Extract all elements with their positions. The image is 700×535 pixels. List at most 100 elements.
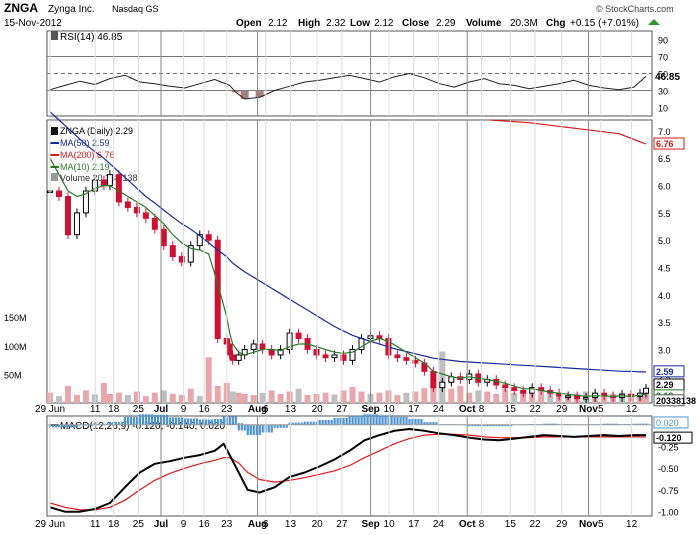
volume-bar [412,391,419,403]
macd-histogram-bar [390,415,393,425]
macd-histogram-bar [336,417,339,425]
price-value-label: 6.76 [656,139,674,149]
macd-histogram-bar [150,414,154,425]
macd-histogram-bar [120,422,124,425]
rsi-tick-label: 10 [658,104,668,114]
macd-histogram-bar [432,422,435,425]
x-axis-label: 17 [408,404,420,415]
macd-histogram-bar [543,423,546,425]
macd-histogram-bar [84,424,88,426]
candle-body [226,343,233,356]
macd-histogram-bar [429,422,432,425]
macd-histogram-bar [216,418,219,425]
candle-body [73,212,80,236]
macd-histogram-bar [483,424,486,427]
x-axis-label: 16 [199,404,211,415]
macd-histogram-bar [384,415,387,425]
rsi-legend-swatch [51,31,58,40]
x-axis-label: 29 [556,404,568,415]
x-axis-label: 9 [181,404,187,415]
macd-histogram-bar [240,424,243,431]
volume-bar [322,392,329,403]
volume-label: Volume [466,18,502,29]
macd-histogram-bar [75,424,79,428]
macd-histogram-bar [237,424,240,431]
volume-bar [82,390,89,403]
x-axis-label: Sep [361,519,379,530]
candle-body [643,387,650,394]
volume-bar [394,394,401,403]
macd-histogram-bar [111,422,115,425]
macd-histogram-bar [141,414,145,425]
price-tick-label: 4.0 [658,291,671,301]
volume-bar [529,393,536,403]
x-axis-label: 22 [529,404,541,415]
macd-histogram-bar [249,424,252,436]
low-value: 2.12 [374,18,394,29]
volume-bar [214,385,221,403]
macd-histogram-bar [156,414,160,425]
macd-histogram-bar [510,424,513,427]
x-axis-label: 8 [479,404,485,415]
macd-histogram-bar [396,416,399,425]
volume-bar [268,390,275,403]
macd-histogram-bar [54,424,58,428]
macd-histogram-bar [213,418,216,425]
volume-bar [538,386,545,403]
macd-histogram-bar [135,416,139,425]
x-axis-label: Oct [459,519,476,530]
candle-body [82,190,89,214]
x-axis-label: 23 [221,519,233,530]
x-axis-label: 5 [598,519,604,530]
macd-histogram-bar [348,415,351,425]
rsi-tick-label: 90 [658,36,668,46]
macd-histogram-bar [117,422,121,425]
macd-histogram-bar [180,417,183,425]
low-label: Low [350,18,370,29]
ma10-legend: MA(10) 2.19 [60,162,110,172]
x-axis-label: 15 [505,404,517,415]
macd-histogram-bar [474,424,477,427]
macd-hist-value-label: 0.020 [656,418,679,428]
candle-body [574,395,581,400]
volume-bar [313,393,320,403]
macd-tick-label: -0.50 [658,464,679,474]
volume-bar [466,392,473,403]
volume-bar [229,391,236,403]
volume-bar [142,396,149,403]
macd-histogram-bar [555,423,558,425]
price-tick-label: 5.0 [658,236,671,246]
macd-histogram-bar [258,424,261,433]
volume-legend: Volume 20,338,138 [60,173,138,183]
x-axis-label: 29 Jun [35,519,65,530]
x-axis-label: 12 [626,519,638,530]
x-axis-label: Nov [579,519,598,530]
macd-histogram-bar [171,417,174,425]
candle-body [583,397,590,400]
macd-histogram-bar [126,416,130,425]
x-axis-label: 6 [263,404,269,415]
macd-histogram-bar [123,416,127,425]
volume-bar [349,386,356,403]
macd-histogram-bar [321,420,324,425]
macd-histogram-bar [240,423,243,425]
macd-histogram-bar [327,420,330,425]
candle-body [250,343,257,350]
macd-histogram-bar [63,424,67,428]
candle-body [187,245,194,263]
volume-legend-swatch [51,173,58,181]
x-axis-label: Aug [248,404,267,415]
candle-body [331,354,338,359]
macd-histogram-bar [132,416,136,425]
x-axis-label: 11 [90,404,101,415]
macd-histogram-bar [69,424,73,428]
macd-histogram-bar [414,418,417,425]
macd-histogram-bar [423,422,426,425]
x-axis-label: 11 [90,519,101,530]
macd-histogram-bar [243,424,246,431]
macd-histogram-bar [351,415,354,425]
volume-bar [502,389,509,403]
x-axis-label: 22 [529,519,541,530]
x-axis-label: 29 Jun [35,404,65,415]
